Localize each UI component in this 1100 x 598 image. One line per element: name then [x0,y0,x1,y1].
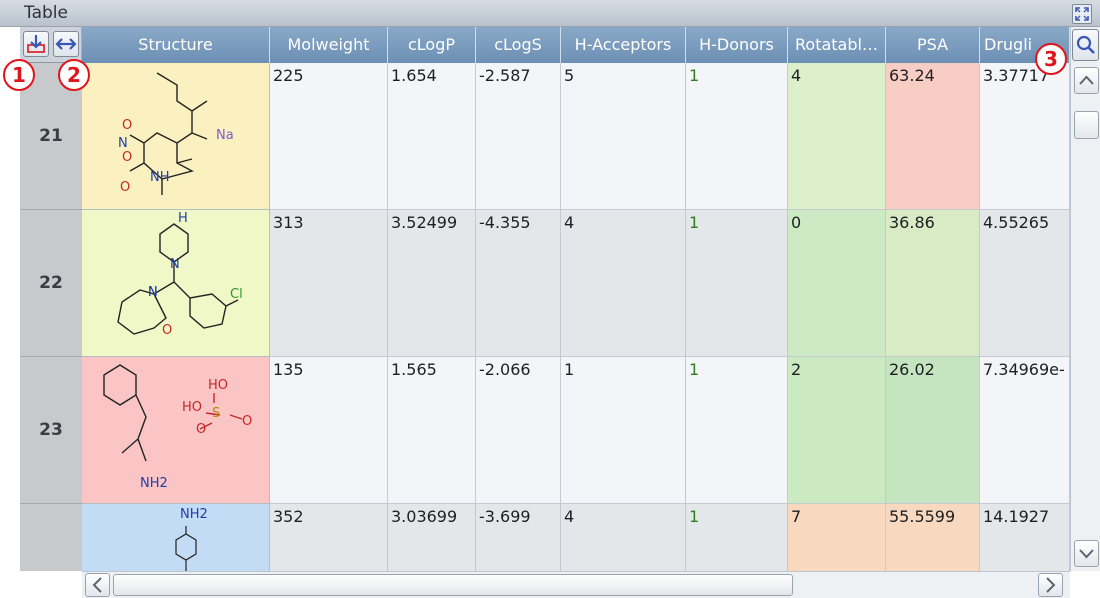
export-button[interactable] [23,31,49,57]
search-button[interactable] [1072,29,1099,61]
psa-cell[interactable]: 63.24 [886,63,980,210]
atom-label: NH [150,170,170,185]
atom-label: Cl [230,287,243,302]
column-header[interactable]: PSA [886,27,980,63]
druglikeness-cell[interactable]: 14.1927 [980,504,1070,571]
atom-label: NH2 [180,507,208,522]
clogp-cell[interactable]: 1.654 [388,63,476,210]
clogs-cell[interactable]: -4.355 [476,210,561,357]
export-icon [27,35,45,53]
fit-columns-icon [55,38,77,50]
clogp-cell[interactable]: 1.565 [388,357,476,504]
window-title: Table [24,3,68,23]
row-header[interactable]: 22 [20,210,82,357]
h-acceptors-cell[interactable]: 5 [561,63,686,210]
druglikeness-cell[interactable]: 3.37717 [980,63,1070,210]
chevron-down-icon [1079,549,1094,559]
psa-cell[interactable]: 55.5599 [886,504,980,571]
rotatable-cell[interactable]: 0 [788,210,886,357]
horizontal-scrollbar[interactable] [82,571,1070,598]
rotatable-cell[interactable]: 7 [788,504,886,571]
clogp-cell[interactable]: 3.03699 [388,504,476,571]
h-donors-cell[interactable]: 1 [686,357,788,504]
callout-3: 3 [1035,43,1067,75]
column-header[interactable]: cLogP [388,27,476,63]
column-header[interactable]: Rotatabl… [788,27,886,63]
molweight-cell[interactable]: 352 [270,504,388,571]
vertical-scroll-thumb[interactable] [1074,111,1099,139]
druglikeness-cell[interactable]: 4.55265 [980,210,1070,357]
column-header[interactable]: Structure [82,27,270,63]
callout-2: 2 [58,59,90,91]
search-icon [1076,35,1095,54]
h-donors-cell[interactable]: 1 [686,504,788,571]
table-toolbar [20,27,82,63]
atom-label: H [178,211,188,226]
h-donors-cell[interactable]: 1 [686,63,788,210]
callout-1: 1 [3,59,35,91]
psa-cell[interactable]: 36.86 [886,210,980,357]
chevron-left-icon [92,577,102,593]
fit-columns-button[interactable] [53,31,79,57]
atom-label: HO [182,400,202,415]
psa-cell[interactable]: 26.02 [886,357,980,504]
atom-label: Na [216,128,234,143]
structure-cell[interactable]: O O N NH O Na [82,63,270,210]
atom-label: N [170,257,180,272]
molecule-drawing: NH2 [175,507,208,571]
scroll-up-button[interactable] [1074,67,1099,94]
atom-label: O [122,150,132,165]
atom-label: O [196,422,206,437]
rotatable-cell[interactable]: 4 [788,63,886,210]
atom-label: O [162,323,172,338]
scroll-left-button[interactable] [85,573,110,597]
column-header[interactable]: H-Donors [686,27,788,63]
clogs-cell[interactable]: -3.699 [476,504,561,571]
atom-label: O [122,118,132,133]
clogs-cell[interactable]: -2.587 [476,63,561,210]
atom-label: N [118,136,128,151]
maximize-button[interactable] [1072,4,1092,24]
chevron-up-icon [1079,75,1094,85]
molweight-cell[interactable]: 225 [270,63,388,210]
molweight-cell[interactable]: 313 [270,210,388,357]
h-acceptors-cell[interactable]: 1 [561,357,686,504]
atom-label: O [120,180,130,195]
atom-label: N [148,285,158,300]
atom-label: NH2 [140,476,168,491]
structure-cell[interactable]: HO HO S O O NH2 [82,357,270,504]
atom-label: S [212,406,220,421]
row-header[interactable]: 23 [20,357,82,504]
structure-cell[interactable]: NH2 [82,504,270,571]
h-acceptors-cell[interactable]: 4 [561,504,686,571]
scroll-right-button[interactable] [1038,573,1063,597]
scroll-down-button[interactable] [1074,540,1099,567]
clogs-cell[interactable]: -2.066 [476,357,561,504]
column-header[interactable]: cLogS [476,27,561,63]
druglikeness-cell[interactable]: 7.34969e- [980,357,1070,504]
molweight-cell[interactable]: 135 [270,357,388,504]
structure-cell[interactable]: H N N N Cl O [82,210,270,357]
row-header[interactable] [20,504,82,571]
data-table: Structure Molweight cLogP cLogS H-Acceptors H… [20,27,1070,571]
column-header[interactable]: H-Acceptors [561,27,686,63]
window-titlebar: Table [0,0,1100,27]
atom-label: O [242,414,252,429]
vertical-scrollbar[interactable] [1070,27,1100,571]
h-donors-cell[interactable]: 1 [686,210,788,357]
chevron-right-icon [1046,577,1056,593]
h-acceptors-cell[interactable]: 4 [561,210,686,357]
atom-label: N [148,285,158,300]
horizontal-scroll-thumb[interactable] [113,574,793,596]
maximize-icon [1075,7,1089,21]
clogp-cell[interactable]: 3.52499 [388,210,476,357]
rotatable-cell[interactable]: 2 [788,357,886,504]
column-header[interactable]: Molweight [270,27,388,63]
atom-label: HO [208,378,228,393]
